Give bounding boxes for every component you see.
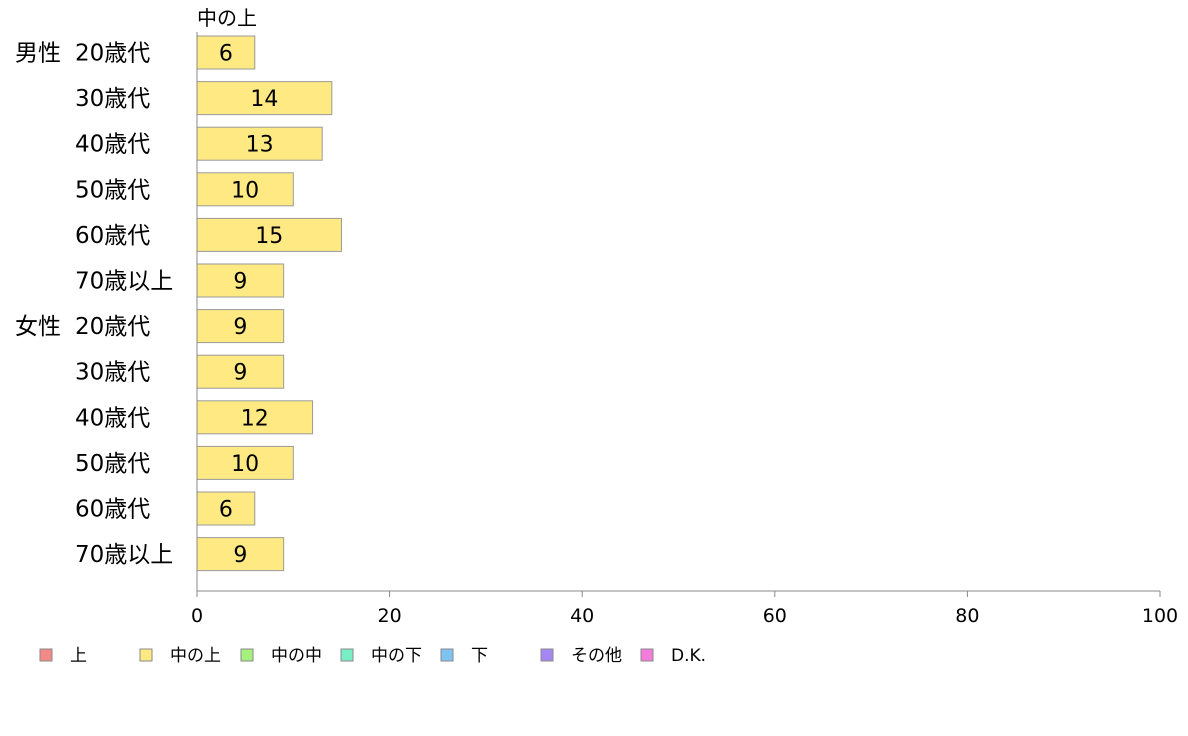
data-label: 9 <box>233 315 247 340</box>
data-label: 9 <box>233 270 247 295</box>
series-header: 中の上 <box>197 6 257 30</box>
bar <box>196 81 333 116</box>
category-label: 60歳代 <box>75 497 150 523</box>
category-label: 50歳代 <box>75 177 150 203</box>
legend-label: 中の上 <box>170 646 221 666</box>
bar <box>196 172 294 207</box>
data-label: 12 <box>241 406 269 431</box>
x-axis: 0 20 40 60 80 100 <box>191 32 1178 627</box>
legend-label: 中の中 <box>271 646 322 666</box>
category-label: 40歳代 <box>75 132 150 158</box>
bar <box>196 126 323 161</box>
data-label: 10 <box>231 452 259 477</box>
data-label: 14 <box>250 87 278 112</box>
legend-swatch <box>139 648 153 662</box>
legend-swatch <box>640 648 654 662</box>
category-label: 70歳以上 <box>75 269 173 295</box>
x-tick-label: 20 <box>378 605 402 627</box>
data-label: 9 <box>233 361 247 386</box>
data-label: 10 <box>231 178 259 203</box>
x-tick-label: 80 <box>955 605 979 627</box>
bar <box>196 309 285 344</box>
category-label: 30歳代 <box>75 360 150 386</box>
data-label: 15 <box>255 224 283 249</box>
x-tick-label: 40 <box>570 605 594 627</box>
legend-swatch <box>240 648 254 662</box>
bar <box>196 491 256 526</box>
category-label: 60歳代 <box>75 223 150 249</box>
legend-label: その他 <box>571 646 622 666</box>
legend-label: 上 <box>70 646 87 666</box>
group-label: 女性 <box>15 314 61 340</box>
x-tick-label: 100 <box>1142 605 1178 627</box>
legend-swatch <box>540 648 554 662</box>
category-label: 50歳代 <box>75 451 150 477</box>
legend-label: D.K. <box>671 646 706 666</box>
x-tick-label: 60 <box>763 605 787 627</box>
legend-label: 中の下 <box>371 646 422 666</box>
data-label: 6 <box>219 42 233 67</box>
category-label: 30歳代 <box>75 86 150 112</box>
category-label: 70歳以上 <box>75 542 173 568</box>
data-label: 6 <box>219 498 233 523</box>
bar <box>196 217 342 252</box>
data-label: 9 <box>233 543 247 568</box>
group-label: 男性 <box>15 41 61 67</box>
x-tick-label: 0 <box>191 605 203 627</box>
bar <box>196 537 285 572</box>
bar <box>196 445 294 480</box>
legend-label: 下 <box>471 646 488 666</box>
category-label: 20歳代 <box>75 41 150 67</box>
bars-layer: 男性 20歳代 6 30歳代 14 40歳代 13 50歳代 10 60歳代 15 70歳以上 9 女性 2… <box>15 35 342 572</box>
category-label: 20歳代 <box>75 314 150 340</box>
legend-swatch <box>39 648 53 662</box>
category-label: 40歳代 <box>75 405 150 431</box>
legend: 上 中の上 中の中 中の下 下 その他 D.K. <box>39 646 706 666</box>
legend-swatch <box>340 648 354 662</box>
legend-swatch <box>440 648 454 662</box>
data-label: 13 <box>246 133 274 158</box>
